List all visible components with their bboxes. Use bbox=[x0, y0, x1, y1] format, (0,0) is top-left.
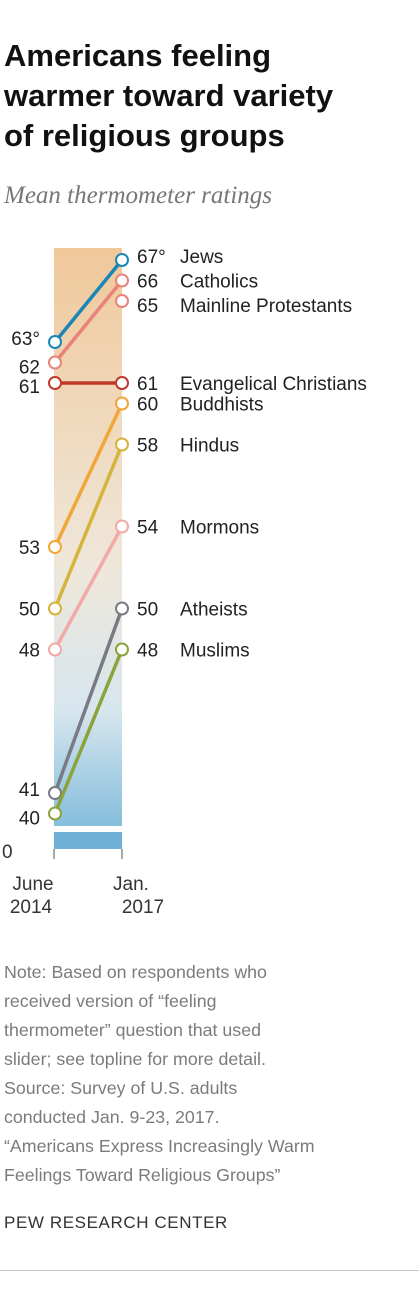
x-tick-label-jan: Jan. bbox=[113, 874, 149, 895]
point-2017-hindus bbox=[115, 437, 129, 452]
value-label-2014-jews: 63° bbox=[11, 329, 40, 350]
x-tick-label-2014: 2014 bbox=[10, 897, 53, 918]
x-tick-label-2017: 2017 bbox=[122, 897, 164, 918]
value-label-2014-mormons: 48 bbox=[19, 641, 40, 662]
value-label-2017-hindus: 58 bbox=[137, 436, 158, 457]
note-line: thermometer” question that used bbox=[4, 1020, 261, 1040]
pew-research-center-credit: PEW RESEARCH CENTER bbox=[4, 1213, 228, 1232]
value-label-2017-muslims: 48 bbox=[137, 641, 158, 662]
point-2014-jews bbox=[48, 335, 62, 349]
value-label-2014-muslims: 40 bbox=[19, 809, 40, 830]
value-label-2014-evangelical-christians: 61 bbox=[19, 377, 40, 398]
value-label-2017-catholics: 66 bbox=[137, 272, 158, 293]
series-line-buddhists bbox=[53, 401, 124, 549]
point-2017-evangelical-christians bbox=[115, 376, 129, 390]
point-2017-catholics bbox=[115, 273, 129, 288]
series-label-hindus: Hindus bbox=[180, 436, 239, 457]
point-2014-atheists bbox=[48, 786, 62, 800]
note-line: “Americans Express Increasingly Warm bbox=[4, 1136, 315, 1156]
point-2017-jews bbox=[115, 253, 129, 267]
value-label-2017-mainline-protestants: 65 bbox=[137, 296, 158, 317]
point-2014-buddhists bbox=[48, 540, 62, 554]
series-line-mormons bbox=[53, 524, 124, 652]
series-line-catholics bbox=[53, 278, 124, 365]
point-2014-catholics bbox=[48, 355, 62, 370]
series-label-catholics: Catholics bbox=[180, 272, 258, 293]
series-line-jews bbox=[53, 258, 124, 344]
title-line: warmer toward variety bbox=[4, 78, 334, 113]
value-label-2017-evangelical-christians: 61 bbox=[137, 374, 158, 395]
chart-title: Americans feeling warmer toward variety … bbox=[4, 36, 414, 156]
note-line: Feelings Toward Religious Groups” bbox=[4, 1165, 281, 1185]
point-2014-evangelical-christians bbox=[48, 376, 62, 390]
series-label-buddhists: Buddhists bbox=[180, 395, 263, 416]
series-label-mormons: Mormons bbox=[180, 518, 259, 539]
value-label-2017-jews: 67° bbox=[137, 247, 166, 268]
point-2017-buddhists bbox=[115, 396, 129, 411]
x-axis-labels: June 2014 Jan. 2017 bbox=[10, 874, 164, 918]
y-zero-label: 0 bbox=[2, 842, 13, 863]
value-label-2014-catholics: 62 bbox=[19, 358, 40, 379]
point-2017-mormons bbox=[115, 519, 129, 534]
title-line: Americans feeling bbox=[4, 38, 272, 73]
series-label-jews: Jews bbox=[180, 247, 223, 268]
point-2014-mormons bbox=[48, 642, 62, 657]
point-2014-hindus bbox=[48, 601, 62, 616]
note-line: received version of “feeling bbox=[4, 991, 217, 1011]
series-line-hindus bbox=[53, 442, 124, 611]
series-label-muslims: Muslims bbox=[180, 641, 250, 662]
chart-marks: 63° 67° Jews 62 66 Catholics 65 Mainline Protes… bbox=[11, 247, 367, 830]
value-label-2014-hindus: 50 bbox=[19, 600, 40, 621]
point-2017-mainline-protestants bbox=[115, 294, 129, 308]
note-line: Note: Based on respondents who bbox=[4, 962, 267, 982]
point-2017-atheists bbox=[115, 601, 129, 616]
note-line: Source: Survey of U.S. adults bbox=[4, 1078, 238, 1098]
point-2017-muslims bbox=[115, 642, 129, 657]
title-line: of religious groups bbox=[4, 118, 285, 153]
series-label-mainline-protestants: Mainline Protestants bbox=[180, 296, 352, 317]
note-line: slider; see topline for more detail. bbox=[4, 1049, 266, 1069]
value-label-2014-buddhists: 53 bbox=[19, 538, 40, 559]
series-label-atheists: Atheists bbox=[180, 600, 248, 621]
thermometer-band bbox=[54, 248, 122, 826]
thermometer-base bbox=[54, 832, 122, 849]
chart-note: Note: Based on respondents who received … bbox=[4, 958, 414, 1190]
series-line-muslims bbox=[53, 647, 124, 816]
x-tick-label-june: June bbox=[12, 874, 53, 895]
note-line: conducted Jan. 9-23, 2017. bbox=[4, 1107, 220, 1127]
slope-chart: 0 June 2014 Jan. 2017 63° 67° Jews 62 66 Cath… bbox=[2, 247, 367, 918]
value-label-2017-atheists: 50 bbox=[137, 600, 158, 621]
value-label-2017-mormons: 54 bbox=[137, 518, 159, 539]
point-2014-muslims bbox=[48, 806, 62, 821]
value-label-2017-buddhists: 60 bbox=[137, 395, 158, 416]
chart-subtitle: Mean thermometer ratings bbox=[4, 182, 273, 209]
series-label-evangelical-christians: Evangelical Christians bbox=[180, 374, 367, 395]
bottom-divider bbox=[0, 1270, 419, 1271]
value-label-2014-atheists: 41 bbox=[19, 780, 40, 801]
series-line-atheists bbox=[53, 606, 124, 795]
